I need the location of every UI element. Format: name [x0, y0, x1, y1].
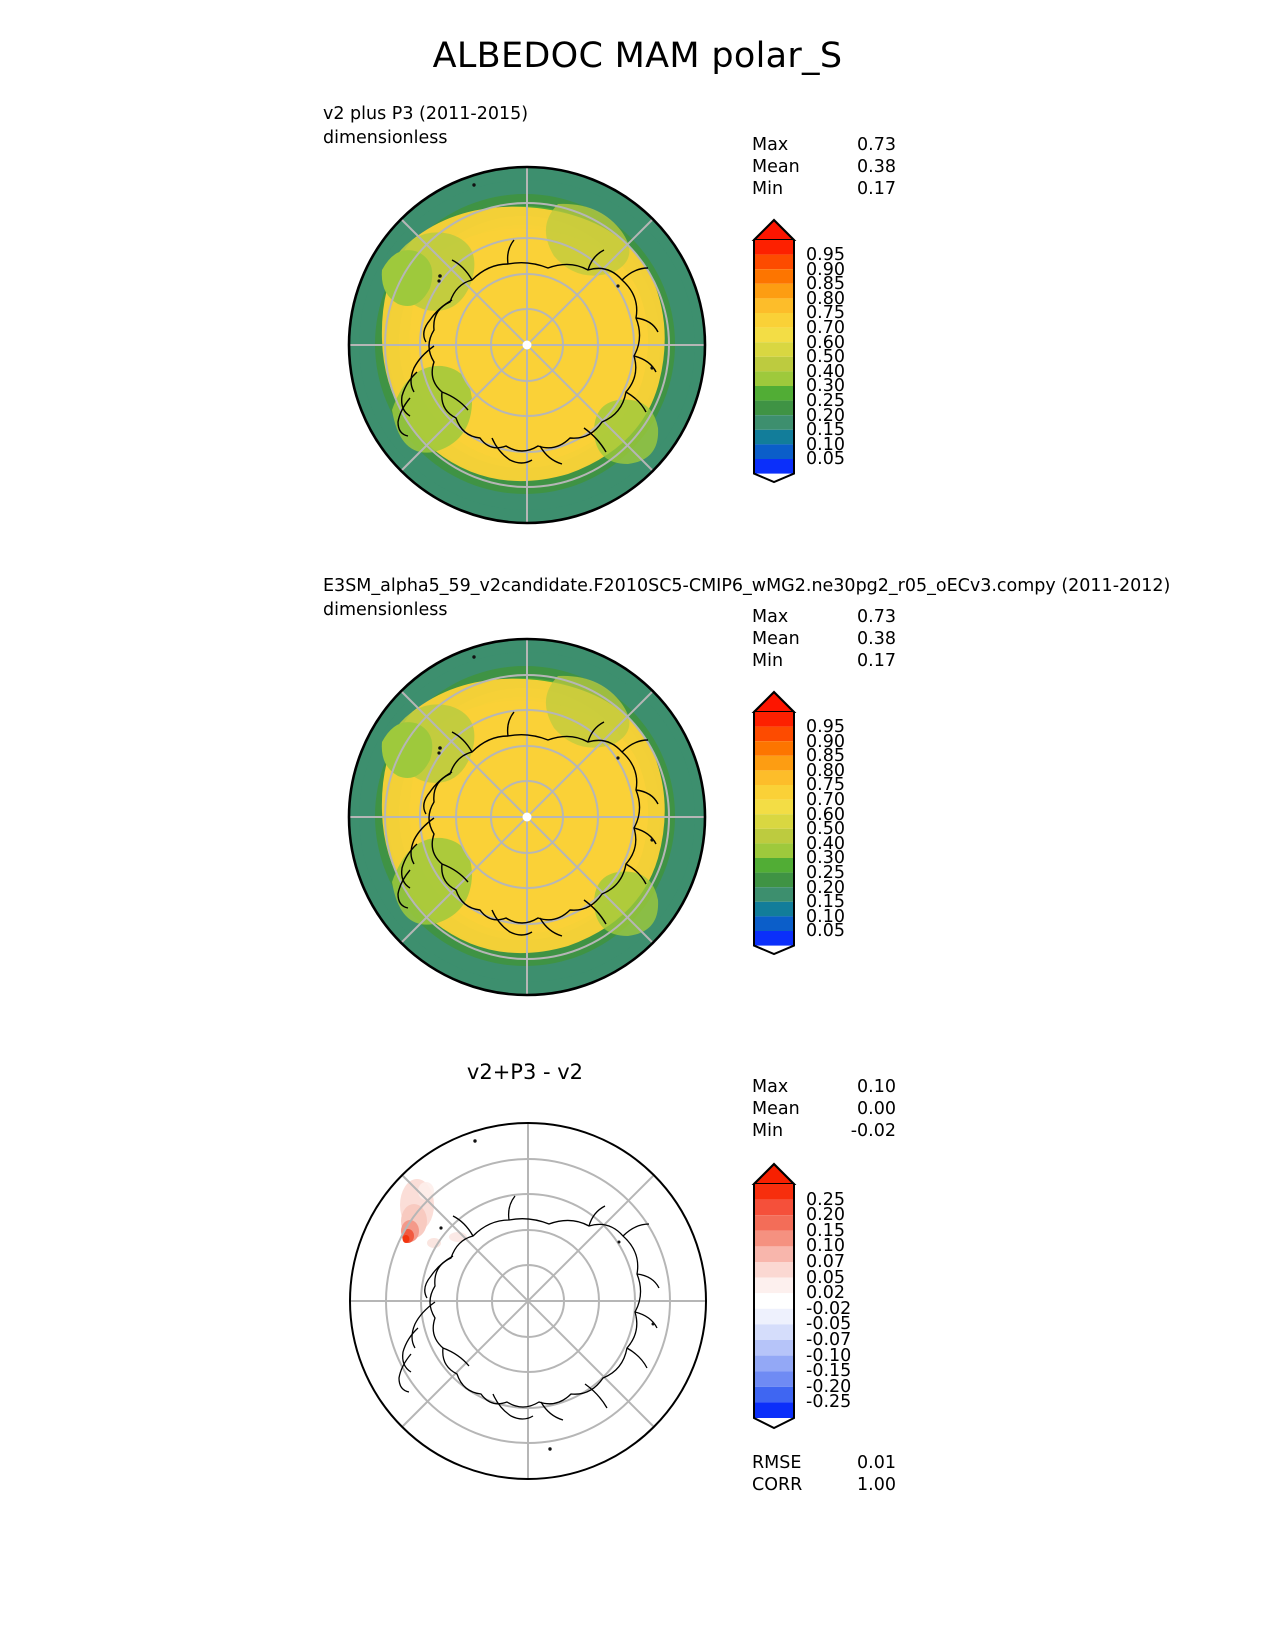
stat-label: Max [752, 135, 789, 155]
cbar-tick: 0.30 [806, 848, 845, 869]
cbar-tick: 0.60 [806, 332, 845, 353]
metric-value: 0.01 [857, 1453, 896, 1473]
cbar-tick: -0.10 [806, 1345, 852, 1366]
panel-reference-units: dimensionless [323, 600, 448, 620]
cbar-tick: -0.05 [806, 1314, 852, 1335]
cbar-tick: 0.05 [806, 1267, 845, 1288]
cbar-tick: 0.05 [806, 449, 845, 470]
cbar-tick: 0.15 [806, 892, 845, 913]
cbar-tick: 0.95 [806, 245, 845, 265]
cbar-tick: 0.20 [806, 405, 845, 426]
cbar-tick: -0.25 [806, 1392, 852, 1413]
metric-label: RMSE [752, 1453, 802, 1473]
cbar-tick: 0.70 [806, 318, 845, 338]
cbar-tick: 0.90 [806, 259, 845, 280]
stat-label: Min [752, 179, 784, 199]
metric-label: CORR [752, 1475, 803, 1495]
cbar-tick: 0.10 [806, 906, 845, 927]
stat-value: 0.38 [857, 629, 896, 649]
panel-test-title: v2 plus P3 (2011-2015) [323, 104, 529, 124]
colorbar-reference[interactable] [748, 688, 800, 956]
cbar-tick: 0.80 [806, 288, 845, 309]
cbar-tick: 0.70 [806, 790, 845, 810]
colorbar-test-labels: 0.95 0.90 0.85 0.80 0.75 0.70 0.60 0.50 … [806, 216, 886, 484]
cbar-tick: 0.20 [806, 877, 845, 898]
cbar-tick: 0.15 [806, 1220, 845, 1241]
colorbar-difference[interactable] [748, 1160, 800, 1432]
cbar-tick: 0.25 [806, 391, 845, 411]
stat-label: Max [752, 1077, 789, 1097]
cbar-tick: 0.50 [806, 347, 845, 368]
stat-label: Mean [752, 629, 800, 649]
stat-value: 0.10 [857, 1077, 896, 1097]
cbar-tick: 0.60 [806, 804, 845, 825]
cbar-tick: 0.80 [806, 760, 845, 781]
panel-reference-stats: Max 0.73 Mean 0.38 Min 0.17 [752, 606, 896, 672]
stat-row: Min 0.17 [752, 650, 896, 672]
stat-row: Max 0.73 [752, 606, 896, 628]
stat-label: Min [752, 651, 784, 671]
cbar-tick: 0.07 [806, 1251, 845, 1272]
cbar-tick: 0.40 [806, 361, 845, 382]
stat-row: Min 0.17 [752, 178, 896, 200]
stat-label: Min [752, 1121, 784, 1141]
polar-map-test[interactable] [322, 160, 732, 530]
cbar-tick: 0.05 [806, 921, 845, 942]
cbar-tick: -0.20 [806, 1376, 852, 1397]
stat-value: 0.17 [857, 651, 896, 671]
cbar-tick: 0.10 [806, 434, 845, 455]
colorbar-test[interactable] [748, 216, 800, 484]
panel-reference-title: E3SM_alpha5_59_v2candidate.F2010SC5-CMIP… [323, 576, 1171, 596]
cbar-tick: -0.07 [806, 1329, 852, 1350]
stat-row: Min -0.02 [752, 1120, 896, 1142]
stat-row: Mean 0.38 [752, 156, 896, 178]
cbar-tick: 0.75 [806, 775, 845, 796]
metric-row: CORR 1.00 [752, 1474, 896, 1496]
stat-label: Max [752, 607, 789, 627]
polar-map-difference[interactable] [338, 1103, 718, 1503]
cbar-tick: 0.20 [806, 1205, 845, 1226]
cbar-tick: 0.10 [806, 1236, 845, 1257]
polar-map-reference[interactable] [322, 632, 732, 1002]
colorbar-reference-labels: 0.95 0.90 0.85 0.80 0.75 0.70 0.60 0.50 … [806, 688, 886, 956]
figure-title: ALBEDOC MAM polar_S [432, 36, 843, 76]
cbar-tick: 0.30 [806, 376, 845, 397]
stat-value: -0.02 [850, 1121, 896, 1141]
stat-value: 0.38 [857, 157, 896, 177]
metric-value: 1.00 [857, 1475, 896, 1495]
cbar-tick: 0.50 [806, 819, 845, 840]
cbar-tick: 0.85 [806, 274, 845, 295]
cbar-tick: -0.15 [806, 1361, 852, 1382]
stat-value: 0.73 [857, 607, 896, 627]
panel-test-units: dimensionless [323, 128, 448, 148]
cbar-tick: -0.02 [806, 1298, 852, 1319]
stat-value: 0.00 [857, 1099, 896, 1119]
cbar-tick: 0.02 [806, 1283, 845, 1304]
panel-difference-title: v2+P3 - v2 [466, 1060, 584, 1084]
cbar-tick: 0.85 [806, 746, 845, 767]
stat-row: Max 0.10 [752, 1076, 896, 1098]
cbar-tick: 0.15 [806, 420, 845, 441]
panel-difference-metrics: RMSE 0.01 CORR 1.00 [752, 1452, 896, 1496]
cbar-tick: 0.95 [806, 717, 845, 737]
panel-difference-stats: Max 0.10 Mean 0.00 Min -0.02 [752, 1076, 896, 1142]
cbar-tick: 0.40 [806, 833, 845, 854]
stat-row: Max 0.73 [752, 134, 896, 156]
stat-label: Mean [752, 1099, 800, 1119]
stat-value: 0.17 [857, 179, 896, 199]
cbar-tick: 0.25 [806, 1189, 845, 1210]
panel-test-stats: Max 0.73 Mean 0.38 Min 0.17 [752, 134, 896, 200]
stat-label: Mean [752, 157, 800, 177]
stat-row: Mean 0.38 [752, 628, 896, 650]
cbar-tick: 0.25 [806, 863, 845, 883]
cbar-tick: 0.75 [806, 303, 845, 324]
metric-row: RMSE 0.01 [752, 1452, 896, 1474]
stat-row: Mean 0.00 [752, 1098, 896, 1120]
stat-value: 0.73 [857, 135, 896, 155]
cbar-tick: 0.90 [806, 731, 845, 752]
colorbar-difference-labels: 0.25 0.20 0.15 0.10 0.07 0.05 0.02 -0.02… [806, 1160, 896, 1432]
